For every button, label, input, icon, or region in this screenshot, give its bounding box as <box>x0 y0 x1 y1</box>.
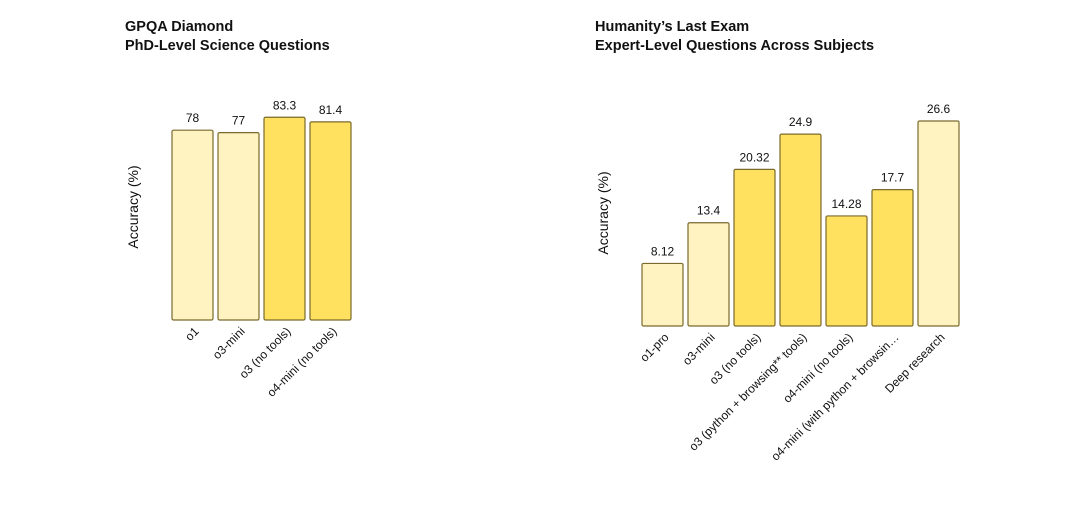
gpqa-value-label: 83.3 <box>273 98 297 112</box>
hle-subtitle: Expert-Level Questions Across Subjects <box>595 38 875 54</box>
hle-bar <box>779 133 822 327</box>
hle-value-label: 20.32 <box>739 150 769 164</box>
hle-chart-title: Humanity’s Last Exam Expert-Level Questi… <box>595 18 874 56</box>
hle-value-label: 14.28 <box>831 197 861 211</box>
gpqa-bar <box>171 129 214 321</box>
hle-bar <box>917 120 960 327</box>
hle-value-label: 17.7 <box>881 171 905 185</box>
hle-tick-label: o1-pro <box>637 330 672 365</box>
gpqa-chart-title: GPQA Diamond PhD-Level Science Questions <box>125 18 330 56</box>
hle-bar <box>871 188 914 327</box>
hle-value-label: 26.6 <box>927 102 951 116</box>
hle-title: Humanity’s Last Exam <box>595 19 750 35</box>
gpqa-title: GPQA Diamond <box>125 19 234 35</box>
gpqa-tick-label: o3-mini <box>210 324 248 362</box>
hle-tick-label: o3-mini <box>680 330 718 368</box>
gpqa-bar <box>217 132 260 321</box>
hle-value-label: 8.12 <box>651 244 675 258</box>
hle-bar <box>733 168 776 327</box>
hle-value-label: 24.9 <box>789 115 813 129</box>
gpqa-value-label: 81.4 <box>319 103 343 117</box>
gpqa-value-label: 77 <box>232 114 246 128</box>
hle-bar <box>641 262 684 327</box>
hle-bar <box>687 222 730 327</box>
hle-value-label: 13.4 <box>697 204 721 218</box>
hle-bar <box>825 215 868 327</box>
hle-y-axis-label: Accuracy (%) <box>595 171 611 254</box>
gpqa-subtitle: PhD-Level Science Questions <box>125 38 330 54</box>
gpqa-bar <box>309 121 352 321</box>
gpqa-bar <box>263 116 306 321</box>
gpqa-value-label: 78 <box>186 111 200 125</box>
gpqa-tick-label: o1 <box>182 324 202 344</box>
gpqa-y-axis-label: Accuracy (%) <box>125 165 141 248</box>
